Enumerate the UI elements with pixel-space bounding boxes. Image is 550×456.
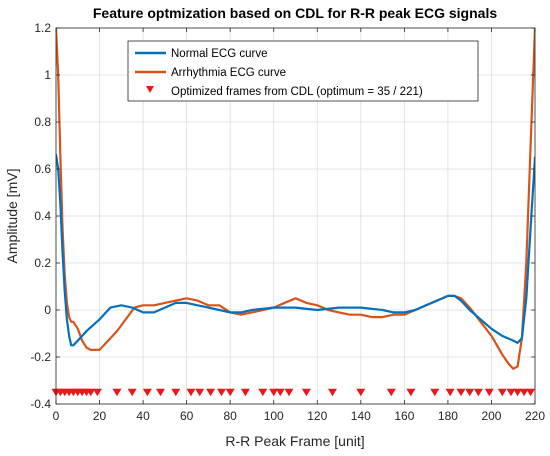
x-tick-label: 200 bbox=[481, 409, 501, 423]
y-tick-label: 0.8 bbox=[34, 115, 51, 129]
x-tick-label: 160 bbox=[394, 409, 414, 423]
optimized-frame-marker bbox=[156, 388, 165, 397]
optimized-frame-marker bbox=[225, 388, 235, 397]
optimized-frame-marker bbox=[92, 388, 102, 397]
series-layer bbox=[51, 28, 536, 397]
optimized-frame-marker bbox=[328, 388, 337, 397]
y-tick-label: 1.2 bbox=[34, 21, 51, 35]
optimized-frame-marker bbox=[217, 388, 226, 397]
legend-label-normal: Normal ECG curve bbox=[171, 48, 268, 60]
optimized-frame-marker bbox=[473, 388, 483, 397]
y-tick-label: 0.6 bbox=[34, 162, 51, 176]
optimized-frame-marker bbox=[526, 388, 536, 397]
x-tick-label: 220 bbox=[525, 409, 545, 423]
optimized-frame-marker bbox=[301, 388, 311, 397]
x-tick-label: 100 bbox=[264, 409, 284, 423]
x-tick-label: 20 bbox=[93, 409, 107, 423]
optimized-frame-marker bbox=[171, 388, 181, 397]
optimized-frame-marker bbox=[513, 388, 523, 397]
legend: Normal ECG curve Arrhythmia ECG curve Op… bbox=[127, 40, 479, 102]
optimized-frame-marker bbox=[356, 388, 366, 397]
legend-swatch-optimized-frames bbox=[146, 86, 154, 93]
legend-box bbox=[127, 40, 479, 102]
optimized-frame-marker bbox=[275, 388, 285, 397]
optimized-frame-marker bbox=[86, 388, 96, 397]
y-axis-label: Amplitude [mV] bbox=[4, 169, 20, 264]
arrhythmia-ecg-curve bbox=[56, 28, 535, 370]
y-tick-label: -0.4 bbox=[30, 397, 51, 411]
x-tick-label: 60 bbox=[180, 409, 194, 423]
optimized-frame-marker bbox=[406, 388, 416, 397]
y-tick-label: 0 bbox=[44, 303, 51, 317]
x-tick-label: 180 bbox=[438, 409, 458, 423]
optimized-frame-marker bbox=[258, 388, 268, 397]
x-tick-label: 40 bbox=[136, 409, 150, 423]
y-tick-label: 0.4 bbox=[34, 209, 51, 223]
optimized-frame-marker bbox=[127, 388, 137, 397]
x-tick-label: 140 bbox=[351, 409, 371, 423]
optimized-frame-marker bbox=[112, 388, 122, 397]
y-tick-label: 0.2 bbox=[34, 256, 51, 270]
optimized-frame-marker bbox=[186, 388, 196, 397]
y-tick-label: -0.2 bbox=[30, 350, 51, 364]
optimized-frame-marker bbox=[430, 388, 440, 397]
x-tick-label: 0 bbox=[53, 409, 60, 423]
optimized-frame-marker bbox=[484, 388, 494, 397]
legend-label-arrhythmia: Arrhythmia ECG curve bbox=[171, 67, 286, 79]
tick-labels: 0 20 40 60 80 100 120 140 160 180 200 220 -0.4 -0.2 0 0… bbox=[30, 21, 545, 423]
optimized-frame-marker bbox=[519, 388, 529, 397]
optimized-frame-marker bbox=[465, 388, 475, 397]
x-tick-label: 80 bbox=[224, 409, 238, 423]
optimized-frame-marker bbox=[206, 388, 216, 397]
optimized-frame-marker bbox=[269, 388, 279, 397]
normal-ecg-curve bbox=[56, 153, 535, 347]
optimized-frame-marker bbox=[506, 388, 516, 397]
optimized-frame-marker bbox=[240, 388, 250, 397]
optimized-frame-marker bbox=[195, 388, 205, 397]
optimized-frame-marker bbox=[497, 388, 507, 397]
optimized-frame-marker bbox=[456, 388, 466, 397]
legend-label-optimized-frames: Optimized frames from CDL (optimum = 35 … bbox=[171, 86, 423, 98]
optimized-frame-marker bbox=[386, 388, 396, 397]
optimized-frame-marker bbox=[142, 388, 152, 397]
chart-title: Feature optmization based on CDL for R-R… bbox=[93, 5, 497, 21]
optimized-frame-marker bbox=[445, 388, 455, 397]
x-axis-label: R-R Peak Frame [unit] bbox=[225, 433, 364, 449]
optimized-frame-marker bbox=[284, 388, 294, 397]
y-tick-label: 1 bbox=[44, 68, 51, 82]
x-tick-label: 120 bbox=[307, 409, 327, 423]
